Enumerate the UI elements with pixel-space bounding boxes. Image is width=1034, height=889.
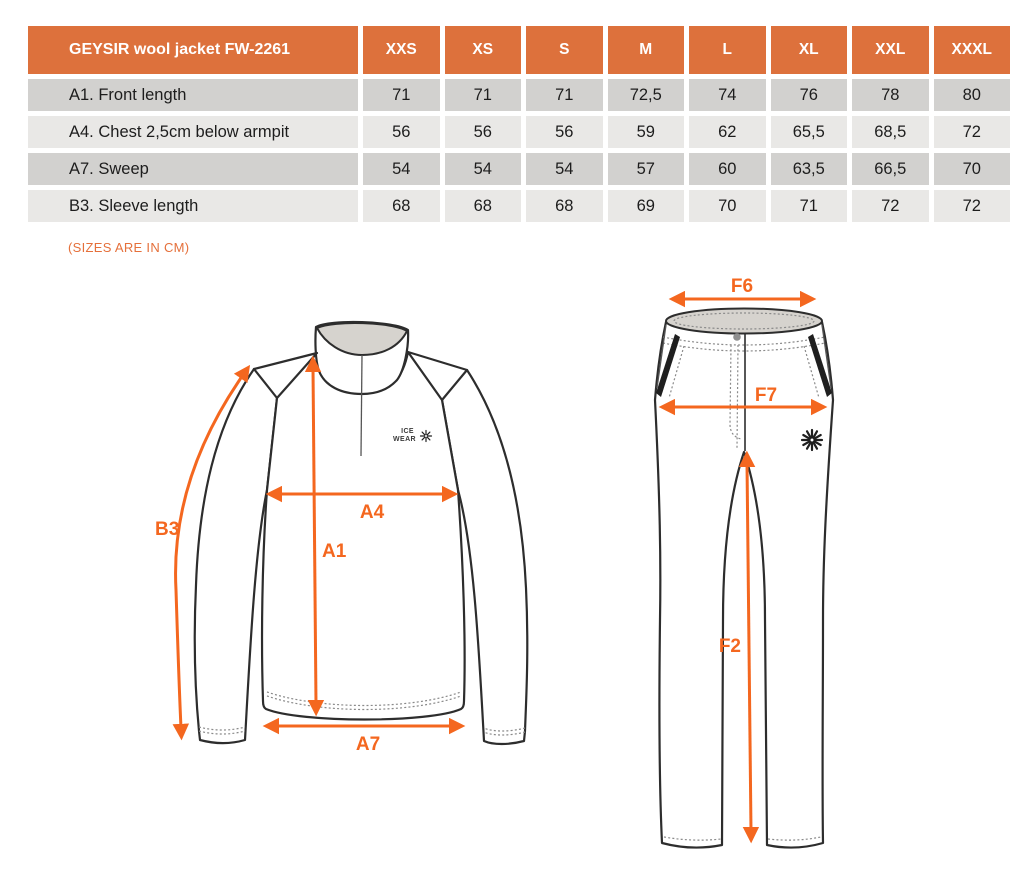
fly-stitching <box>736 344 739 449</box>
waist-opening <box>665 307 823 335</box>
measurement-value: 65,5 <box>770 116 847 148</box>
measurement-value: 71 <box>444 79 521 111</box>
measurement-row-label: A4. Chest 2,5cm below armpit <box>28 116 358 148</box>
waist-button <box>733 333 741 341</box>
measurement-label-a7: A7 <box>356 734 380 755</box>
measurement-value: 76 <box>770 79 847 111</box>
size-header-xxl: XXL <box>852 26 929 74</box>
measurement-value: 59 <box>607 116 684 148</box>
measurement-value: 54 <box>526 153 603 185</box>
measurement-label-f7: F7 <box>755 385 777 406</box>
jacket-collar-inside <box>316 322 408 356</box>
measurement-label-f2: F2 <box>719 636 741 657</box>
measurement-value: 71 <box>363 79 440 111</box>
measurement-value: 71 <box>770 190 847 222</box>
measurement-value: 74 <box>689 79 766 111</box>
right-shoulder-seam <box>406 350 469 372</box>
hem-stitching <box>266 695 462 711</box>
measurement-value: 68 <box>363 190 440 222</box>
measurement-value: 56 <box>363 116 440 148</box>
measurement-value: 54 <box>363 153 440 185</box>
hip-snowflake-icon <box>800 428 824 452</box>
size-header-m: M <box>607 26 684 74</box>
measurement-value: 72 <box>933 190 1010 222</box>
measurement-arrow-f2 <box>738 450 760 844</box>
left-pocket-stitching <box>668 345 685 399</box>
measurement-row-label: B3. Sleeve length <box>28 190 358 222</box>
measurement-value: 63,5 <box>770 153 847 185</box>
right-cuff-stitching <box>483 727 526 732</box>
measurement-value: 68,5 <box>852 116 929 148</box>
brand-logo-line2: WEAR <box>393 436 416 443</box>
measurement-value: 72,5 <box>607 79 684 111</box>
measurement-label-f6: F6 <box>731 276 753 297</box>
measurement-value: 68 <box>444 190 521 222</box>
right-pocket-opening <box>808 334 832 397</box>
left-pocket-opening <box>656 334 680 397</box>
size-header-xs: XS <box>444 26 521 74</box>
measurement-value: 70 <box>933 153 1010 185</box>
waistband-stitching <box>662 342 826 352</box>
hem-stitching <box>266 691 462 707</box>
size-header-l: L <box>689 26 766 74</box>
units-note: (SIZES ARE IN CM) <box>68 240 190 255</box>
right-pocket-stitching <box>803 345 820 399</box>
brand-snowflake-icon <box>419 429 433 443</box>
fly-j-stitch <box>729 344 742 440</box>
measurement-value: 56 <box>444 116 521 148</box>
size-table: GEYSIR wool jacket FW-2261 XXS XS S M L XL XXL… <box>28 26 1010 222</box>
pants-body <box>653 320 835 849</box>
right-pocket-edge <box>821 324 832 389</box>
measurement-value: 60 <box>689 153 766 185</box>
jacket-body <box>260 350 466 721</box>
jacket-zipper <box>360 354 363 457</box>
size-header-xxs: XXS <box>363 26 440 74</box>
measurement-value: 62 <box>689 116 766 148</box>
left-hem-stitching <box>663 836 722 841</box>
jacket-right-sleeve <box>440 368 529 746</box>
measurement-row-label: A1. Front length <box>28 79 358 111</box>
measurement-label-b3: B3 <box>155 519 179 540</box>
measurement-arrow-a1 <box>304 355 325 717</box>
right-hem-stitching <box>767 836 822 841</box>
size-header-xl: XL <box>770 26 847 74</box>
measurement-value: 71 <box>526 79 603 111</box>
jacket-diagram: ICE WEAR B3 A4 A1 A7 <box>155 320 529 755</box>
table-product-header: GEYSIR wool jacket FW-2261 <box>28 26 358 74</box>
left-pocket-edge <box>656 324 667 389</box>
measurement-value: 54 <box>444 153 521 185</box>
waistband-stitching <box>662 336 826 346</box>
measurement-value: 56 <box>526 116 603 148</box>
waist-stitching <box>673 312 815 330</box>
measurement-value: 72 <box>933 116 1010 148</box>
size-header-s: S <box>526 26 603 74</box>
brand-logo-line1: ICE <box>401 428 414 435</box>
right-cuff-stitching <box>483 731 526 736</box>
measurement-value: 69 <box>607 190 684 222</box>
measurement-arrow-b3 <box>172 364 251 741</box>
measurement-value: 66,5 <box>852 153 929 185</box>
measurement-value: 80 <box>933 79 1010 111</box>
measurement-value: 72 <box>852 190 929 222</box>
measurement-label-a1: A1 <box>322 541 347 562</box>
measurement-row-label: A7. Sweep <box>28 153 358 185</box>
measurement-label-a4: A4 <box>360 502 385 523</box>
pants-diagram: F6 F7 F2 <box>653 276 835 849</box>
measurement-value: 57 <box>607 153 684 185</box>
measurement-value: 78 <box>852 79 929 111</box>
measurement-value: 70 <box>689 190 766 222</box>
size-header-xxxl: XXXL <box>933 26 1010 74</box>
measurement-value: 68 <box>526 190 603 222</box>
